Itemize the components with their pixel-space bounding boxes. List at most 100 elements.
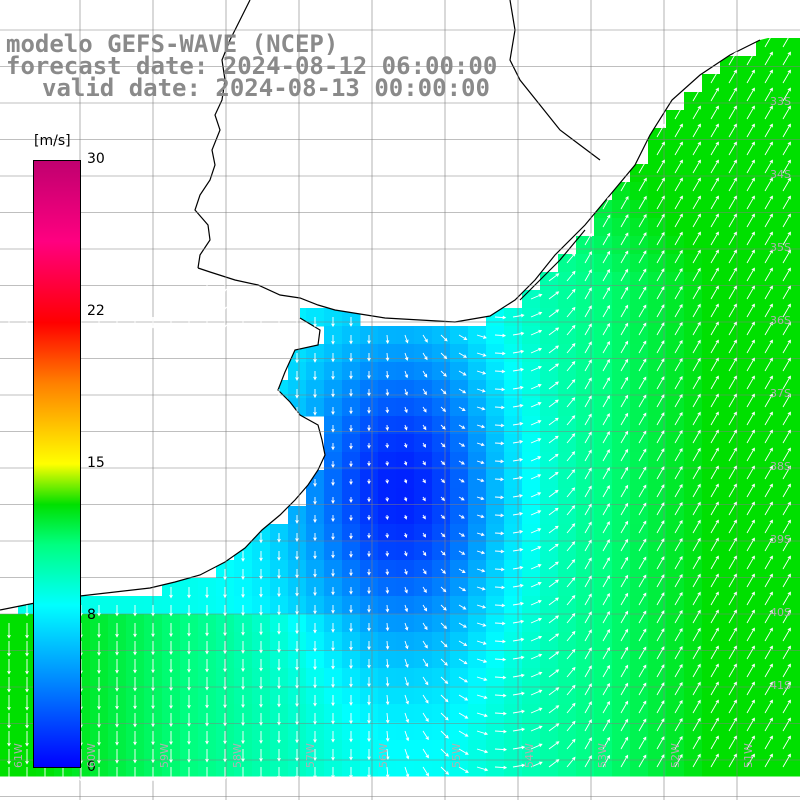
wind-arrow bbox=[440, 658, 448, 666]
wind-arrow bbox=[223, 641, 227, 655]
field-cell bbox=[792, 236, 800, 255]
field-cell bbox=[738, 218, 757, 237]
field-cell bbox=[720, 542, 739, 561]
wind-arrow bbox=[728, 339, 737, 354]
field-cell bbox=[666, 578, 685, 597]
field-cell bbox=[612, 380, 631, 399]
wind-arrow bbox=[313, 389, 317, 399]
wind-arrow bbox=[241, 749, 245, 763]
wind-arrow bbox=[746, 213, 755, 228]
wind-arrow bbox=[656, 141, 665, 156]
field-cell bbox=[774, 272, 793, 291]
wind-arrow bbox=[728, 375, 737, 390]
wind-arrow bbox=[638, 646, 647, 660]
wind-arrow bbox=[620, 195, 629, 210]
wind-arrow bbox=[385, 712, 390, 724]
wind-arrow bbox=[512, 349, 525, 354]
wind-arrow bbox=[782, 537, 791, 552]
wind-arrow bbox=[746, 717, 755, 732]
wind-arrow bbox=[25, 713, 29, 729]
wind-arrow bbox=[548, 399, 559, 408]
wind-arrow bbox=[349, 407, 353, 415]
lat-label: 40S bbox=[770, 606, 791, 619]
field-cell bbox=[702, 380, 721, 399]
wind-arrow bbox=[277, 749, 281, 762]
field-cell bbox=[702, 236, 721, 255]
wind-arrow bbox=[458, 424, 466, 429]
wind-arrow bbox=[710, 357, 719, 372]
wind-arrow bbox=[728, 627, 737, 642]
field-cell bbox=[792, 758, 800, 777]
wind-arrow bbox=[782, 393, 791, 408]
wind-arrow bbox=[259, 569, 263, 580]
wind-arrow bbox=[566, 342, 576, 354]
field-cell bbox=[612, 650, 631, 669]
wind-arrow bbox=[385, 352, 390, 362]
field-cell bbox=[774, 668, 793, 687]
field-cell bbox=[576, 488, 595, 507]
field-cell bbox=[702, 326, 721, 345]
wind-arrow bbox=[205, 749, 209, 763]
lat-label: 41S bbox=[770, 679, 791, 692]
wind-arrow bbox=[385, 496, 390, 502]
wind-arrow bbox=[548, 525, 559, 534]
wind-arrow bbox=[782, 609, 791, 624]
wind-arrow bbox=[728, 159, 737, 174]
field-cell bbox=[576, 758, 595, 777]
field-cell bbox=[576, 416, 595, 435]
wind-arrow bbox=[728, 357, 737, 372]
wind-arrow bbox=[25, 641, 29, 657]
field-cell bbox=[720, 686, 739, 705]
field-cell bbox=[576, 470, 595, 489]
wind-arrow bbox=[403, 478, 408, 484]
wind-arrow bbox=[385, 766, 390, 779]
wind-arrow bbox=[656, 376, 665, 390]
wind-arrow bbox=[728, 555, 737, 570]
field-cell bbox=[702, 434, 721, 453]
wind-arrow bbox=[764, 411, 773, 426]
wind-arrow bbox=[692, 357, 701, 372]
wind-arrow bbox=[349, 317, 353, 327]
wind-arrow bbox=[440, 406, 447, 412]
wind-arrow bbox=[440, 514, 446, 520]
wind-arrow bbox=[277, 389, 281, 400]
wind-arrow bbox=[313, 695, 317, 707]
field-cell bbox=[774, 74, 793, 93]
field-cell bbox=[792, 524, 800, 543]
field-cell bbox=[594, 542, 613, 561]
wind-arrow bbox=[277, 731, 281, 744]
field-cell bbox=[774, 110, 793, 129]
field-cell bbox=[792, 542, 800, 561]
field-cell bbox=[648, 344, 667, 363]
wind-arrow bbox=[259, 713, 263, 726]
wind-arrow bbox=[728, 285, 737, 300]
wind-arrow bbox=[710, 609, 719, 624]
field-cell bbox=[720, 164, 739, 183]
wind-arrow bbox=[151, 713, 155, 728]
field-cell bbox=[774, 686, 793, 705]
field-cell bbox=[630, 560, 649, 579]
lat-label: 38S bbox=[770, 460, 791, 473]
wind-arrow bbox=[530, 582, 542, 588]
wind-arrow bbox=[476, 694, 488, 700]
wind-arrow bbox=[151, 623, 155, 638]
wind-arrow bbox=[764, 645, 773, 660]
wind-arrow bbox=[602, 269, 610, 282]
wind-arrow bbox=[331, 551, 335, 559]
field-cell bbox=[756, 236, 775, 255]
wind-arrow bbox=[205, 641, 209, 655]
wind-arrow bbox=[746, 177, 755, 192]
wind-arrow bbox=[638, 322, 647, 336]
field-cell bbox=[612, 596, 631, 615]
wind-arrow bbox=[313, 749, 317, 762]
wind-arrow bbox=[349, 677, 353, 688]
wind-arrow bbox=[476, 442, 485, 447]
wind-arrow bbox=[385, 406, 390, 414]
title-valid-date: valid date: 2024-08-13 00:00:00 bbox=[42, 74, 490, 102]
wind-arrow bbox=[638, 754, 647, 768]
wind-arrow bbox=[404, 352, 409, 361]
wind-arrow bbox=[656, 682, 665, 696]
wind-arrow bbox=[331, 371, 335, 380]
wind-arrow bbox=[656, 610, 665, 624]
field-cell bbox=[594, 614, 613, 633]
